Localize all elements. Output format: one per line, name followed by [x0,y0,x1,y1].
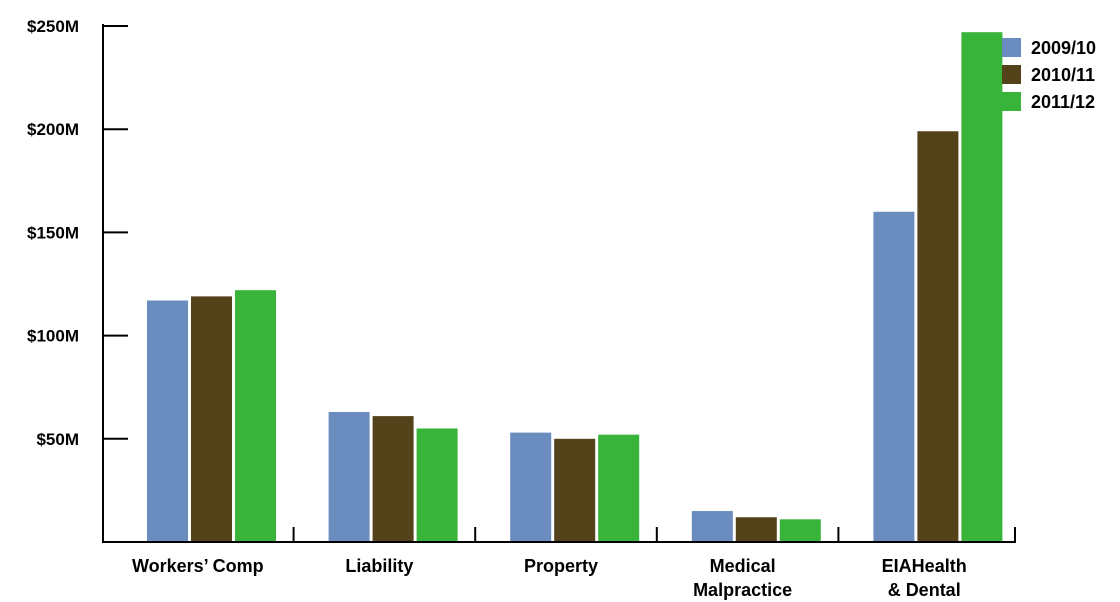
bar-2010-11-1 [372,416,414,542]
legend-label: 2011/12 [1031,92,1095,112]
y-tick-label: $200M [27,120,79,139]
y-axis-labels: $50M $100M $150M $200M $250M [27,17,79,449]
axes-group [102,24,1016,543]
x-category-label: Liability [345,556,413,576]
bar-2011-12-4 [961,32,1003,542]
y-tick-label: $250M [27,17,79,36]
bar-2011-12-2 [598,434,640,542]
bar-2009-10-3 [691,511,733,542]
bar-2009-10-4 [873,211,915,542]
legend-swatch [1002,65,1021,84]
bar-2010-11-3 [735,517,777,542]
bars-group [147,32,1003,542]
bar-2009-10-0 [147,300,188,542]
y-tick-label: $150M [27,223,79,242]
bar-2009-10-2 [510,432,552,542]
x-category-label: & Dental [888,580,961,600]
x-category-label: Medical [710,556,776,576]
x-axis-labels: Workers’ Comp Liability Property Medical Mal… [132,556,967,600]
y-tick-label: $50M [36,430,79,449]
bar-2010-11-0 [191,296,232,542]
legend-swatch [1002,92,1021,111]
legend: 2009/10 2010/11 2011/12 [1002,38,1096,112]
bar-2011-12-0 [235,290,276,542]
bar-2010-11-2 [554,438,596,542]
legend-label: 2010/11 [1031,65,1095,85]
bar-2010-11-4 [917,131,959,542]
y-tick-label: $100M [27,327,79,346]
legend-swatch [1002,38,1021,57]
legend-label: 2009/10 [1031,38,1096,58]
bar-2011-12-1 [416,428,458,542]
x-category-label: EIAHealth [882,556,967,576]
x-category-label: Malpractice [693,580,792,600]
x-category-label: Workers’ Comp [132,556,264,576]
x-category-label: Property [524,556,598,576]
bar-2011-12-3 [779,519,821,542]
bar-2009-10-1 [328,411,370,542]
